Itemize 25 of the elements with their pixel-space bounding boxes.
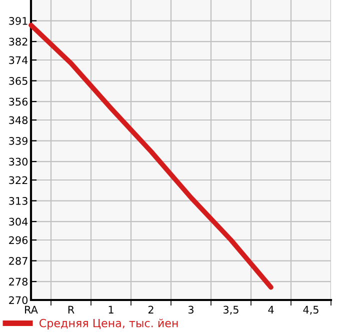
x-tick-label: RA xyxy=(25,306,38,314)
y-tick-label: 322 xyxy=(9,176,28,184)
y-tick-label: 348 xyxy=(9,116,28,124)
y-tick-label: 365 xyxy=(9,76,28,85)
y-tick-label: 313 xyxy=(9,196,28,205)
x-tick-label: 4 xyxy=(268,306,274,314)
y-tick-label: 270 xyxy=(9,296,28,304)
y-tick-label: 278 xyxy=(9,278,28,286)
y-tick-label: 296 xyxy=(9,236,28,244)
legend-label: Средняя Цена, тыс. йен xyxy=(40,318,178,330)
x-tick-label: 1 xyxy=(108,306,114,314)
y-tick-label: 382 xyxy=(9,38,28,46)
y-tick-label: 356 xyxy=(9,98,28,106)
y-tick-label: 374 xyxy=(9,56,28,64)
y-tick-label: 339 xyxy=(9,136,28,145)
x-tick-label: 4,5 xyxy=(303,306,318,315)
x-tick-label: 3 xyxy=(188,306,194,314)
y-tick-label: 304 xyxy=(9,218,28,226)
line-series xyxy=(28,22,274,290)
y-tick-label: 330 xyxy=(9,158,28,166)
y-tick-label: 391 xyxy=(9,16,28,25)
x-tick-label: R xyxy=(68,306,74,314)
y-tick-label: 287 xyxy=(9,256,28,265)
x-tick-label: 3,5 xyxy=(224,306,238,315)
x-tick-label: 2 xyxy=(148,306,154,314)
